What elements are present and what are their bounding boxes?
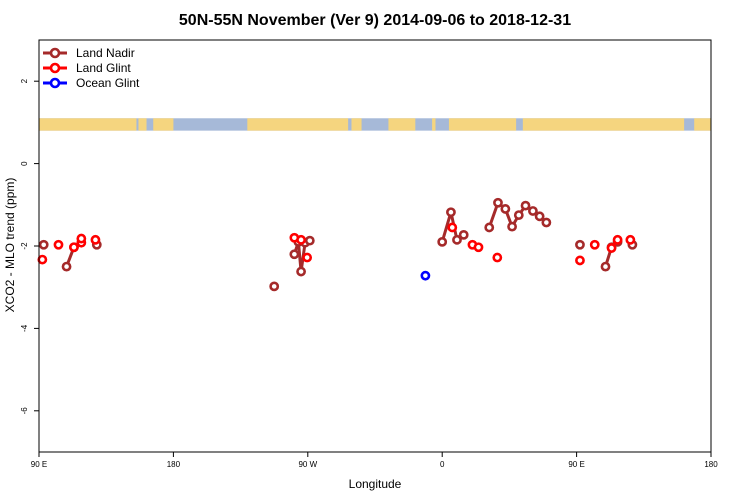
data-point-land-glint (575, 255, 585, 266)
y-axis-label: XCO2 - MLO trend (ppm) (3, 178, 17, 313)
data-point-land-nadir (534, 211, 545, 222)
legend-marker (49, 47, 61, 59)
data-point-land-nadir (269, 281, 280, 292)
data-point-land-nadir (493, 197, 503, 208)
data-point-land-glint (625, 234, 636, 245)
legend-label: Land Nadir (76, 46, 135, 60)
data-point-ocean-glint (420, 270, 431, 281)
land-region (39, 118, 137, 131)
data-point-land-nadir (520, 200, 531, 211)
data-point-land-glint (606, 243, 617, 253)
x-axis: 90 E 180 90 W 0 90 E 180 (31, 452, 718, 469)
x-tick-label: 90 W (298, 460, 317, 469)
data-point-land-nadir (437, 236, 448, 247)
data-point-land-nadir (61, 261, 72, 272)
y-tick-label: 0 (20, 161, 29, 166)
series-land-glint (37, 222, 636, 266)
data-point-land-nadir (452, 234, 462, 245)
x-tick-label: 180 (167, 460, 181, 469)
chart-title: 50N-55N November (Ver 9) 2014-09-06 to 2… (179, 12, 571, 29)
data-point-land-glint (69, 242, 79, 253)
data-point-land-glint (302, 252, 313, 263)
y-tick-label: -6 (20, 407, 29, 415)
land-region (388, 118, 416, 131)
data-point-land-nadir (38, 239, 49, 250)
series-ocean-glint (420, 270, 431, 281)
x-tick-label: 90 E (568, 460, 584, 469)
data-point-land-glint (492, 252, 503, 263)
legend-label: Land Glint (76, 61, 131, 75)
data-point-land-nadir (528, 206, 538, 216)
land-region (694, 118, 711, 131)
y-tick-label: 2 (20, 78, 29, 83)
data-point-land-glint (296, 234, 306, 245)
data-point-land-nadir (289, 249, 300, 260)
land-region (138, 118, 147, 131)
x-tick-label: 180 (704, 460, 718, 469)
data-point-land-nadir (507, 221, 517, 232)
data-point-land-nadir (458, 229, 469, 240)
legend-marker (49, 62, 61, 74)
data-point-land-nadir (513, 210, 524, 220)
y-tick-label: -4 (20, 324, 29, 332)
data-point-land-nadir (541, 217, 552, 228)
x-axis-label: Longitude (349, 477, 402, 491)
data-point-land-nadir (600, 261, 611, 272)
y-axis: 2 0 -2 -4 -6 (20, 78, 39, 414)
data-point-land-glint (76, 233, 87, 244)
data-point-land-glint (447, 222, 458, 233)
land-region (247, 118, 349, 131)
data-point-land-nadir (446, 207, 456, 218)
x-tick-label: 90 E (31, 460, 47, 469)
land-region (522, 118, 685, 131)
data-point-land-glint (53, 239, 64, 250)
data-point-land-nadir (500, 204, 511, 214)
legend-label: Ocean Glint (76, 76, 140, 90)
data-point-land-glint (473, 242, 484, 253)
data-point-land-nadir (484, 222, 495, 233)
land-region (448, 118, 517, 131)
data-point-land-nadir (304, 235, 315, 246)
data-point-land-glint (612, 234, 623, 245)
data-point-land-nadir (575, 239, 585, 250)
data-point-land-glint (90, 234, 101, 245)
data-point-land-glint (37, 254, 48, 265)
data-point-land-glint (589, 239, 600, 250)
series-layer (37, 197, 638, 292)
land-region (153, 118, 174, 131)
land-region (432, 118, 436, 131)
y-tick-label: -2 (20, 242, 29, 250)
land-mask-band (39, 118, 711, 131)
x-tick-label: 0 (440, 460, 445, 469)
land-region (351, 118, 362, 131)
data-point-land-nadir (296, 266, 306, 277)
legend-marker (49, 77, 61, 89)
